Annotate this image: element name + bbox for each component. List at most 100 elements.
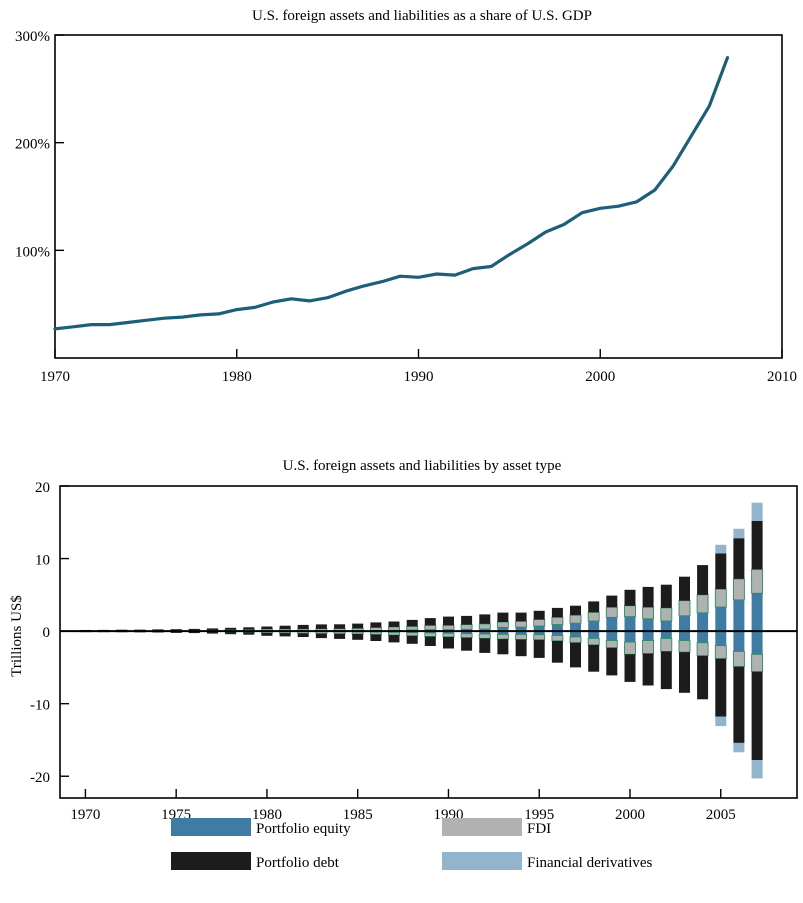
bar-liabilities-portfolio-debt (207, 632, 218, 634)
bar-liabilities-portfolio-equity (334, 631, 346, 632)
bar-assets-portfolio-debt (479, 614, 491, 624)
bar-assets-portfolio-debt (533, 610, 545, 620)
bar-liabilities-portfolio-equity (606, 631, 618, 641)
bar-liabilities-fdi (714, 645, 727, 660)
bar-liabilities-fdi (478, 633, 491, 639)
bar-liabilities-portfolio-debt (152, 631, 164, 633)
top-y-tick-label: 100% (15, 244, 50, 260)
bar-assets-portfolio-debt (225, 627, 237, 630)
bar-liabilities-portfolio-debt (679, 652, 690, 693)
bar-assets-fdi (714, 588, 727, 608)
bar-liabilities-portfolio-equity (170, 631, 182, 632)
bar-assets-portfolio-debt (443, 616, 454, 626)
bar-assets-fdi (533, 619, 546, 627)
legend-swatch-financial-derivatives (442, 852, 522, 870)
bar-liabilities-fdi (242, 630, 255, 633)
bar-liabilities-portfolio-debt (261, 632, 273, 636)
bar-assets-fdi (97, 629, 110, 632)
bar-assets-fdi (605, 606, 618, 618)
bar-assets-portfolio-equity (225, 630, 237, 632)
bar-liabilities-fdi (333, 631, 346, 635)
bar-assets-fdi (242, 628, 255, 632)
bar-assets-portfolio-equity (642, 618, 654, 632)
legend-swatch-portfolio-equity (171, 818, 251, 836)
bar-liabilities-portfolio-debt (170, 631, 182, 633)
bottom-x-tick-label: 1990 (433, 807, 463, 823)
bottom-x-tick-label: 1970 (70, 807, 100, 823)
bar-assets-portfolio-equity (751, 593, 763, 632)
bar-assets-portfolio-equity (334, 630, 346, 632)
bar-assets-portfolio-debt (188, 628, 200, 630)
bar-liabilities-portfolio-debt (406, 635, 418, 644)
bar-liabilities-fdi (224, 630, 237, 633)
top-series-layer (53, 55, 730, 331)
bar-liabilities-portfolio-debt (98, 631, 110, 632)
bar-liabilities-fdi (751, 653, 764, 673)
bar-assets-portfolio-debt (207, 628, 218, 630)
bar-assets-fdi (351, 627, 364, 632)
top-series-line (53, 55, 730, 331)
top-chart-title: U.S. foreign assets and liabilities as a… (252, 8, 592, 24)
bar-liabilities-portfolio-debt (116, 631, 128, 633)
bar-assets-portfolio-equity (370, 630, 382, 632)
legend-item-financial-derivatives: Financial derivatives (442, 852, 653, 871)
bar-liabilities-fdi (569, 636, 582, 644)
bottom-x-tick-label: 2000 (615, 807, 645, 823)
bar-liabilities-portfolio-debt (388, 635, 400, 643)
bar-assets-portfolio-equity (261, 630, 273, 632)
bar-assets-portfolio-debt (697, 565, 709, 595)
bar-liabilities-portfolio-debt (424, 636, 436, 646)
bar-assets-portfolio-debt (570, 605, 581, 616)
bottom-chart-title: U.S. foreign assets and liabilities by a… (283, 458, 562, 474)
bar-assets-fdi (751, 568, 764, 594)
bar-assets-portfolio-equity (570, 623, 581, 632)
bar-assets-portfolio-debt (733, 538, 745, 579)
bar-liabilities-fdi (315, 631, 328, 635)
bar-assets-portfolio-equity (697, 613, 709, 632)
bottom-y-tick-label: 20 (35, 480, 50, 496)
bar-assets-fdi (678, 600, 691, 617)
bar-assets-fdi (496, 621, 509, 628)
bar-liabilities-portfolio-debt (751, 671, 763, 761)
bar-liabilities-fdi (515, 633, 528, 640)
bar-assets-fdi (515, 620, 528, 628)
legend-swatch-portfolio-debt (171, 852, 251, 870)
bar-liabilities-portfolio-debt (606, 647, 618, 676)
top-plot-frame (54, 34, 783, 359)
bar-liabilities-financial-derivatives (751, 760, 763, 779)
bottom-bars-layer (79, 502, 764, 779)
bar-liabilities-fdi (188, 630, 201, 633)
bar-liabilities-portfolio-debt (533, 639, 545, 658)
bar-liabilities-portfolio-equity (406, 631, 418, 633)
bar-assets-portfolio-equity (551, 624, 563, 632)
bar-assets-portfolio-debt (642, 586, 654, 608)
bar-liabilities-portfolio-equity (116, 631, 128, 632)
bar-liabilities-portfolio-debt (443, 636, 454, 649)
bar-liabilities-portfolio-debt (334, 633, 346, 639)
bar-assets-fdi (315, 628, 328, 632)
bar-assets-portfolio-equity (461, 629, 473, 632)
bottom-y-tick-label: 10 (35, 553, 50, 569)
bottom-plot-frame (59, 485, 798, 799)
bar-liabilities-fdi (460, 633, 473, 639)
bar-liabilities-fdi (388, 631, 400, 636)
bar-liabilities-fdi (369, 631, 382, 635)
bar-assets-fdi (388, 626, 400, 631)
bar-assets-fdi (442, 624, 455, 631)
bar-liabilities-fdi (678, 640, 691, 653)
bar-assets-fdi (170, 629, 183, 632)
bottom-y-axis-label: Trillions US$ (9, 595, 25, 677)
bar-liabilities-fdi (605, 640, 618, 649)
bar-liabilities-portfolio-equity (660, 631, 672, 639)
bar-liabilities-fdi (97, 630, 110, 633)
bar-assets-fdi (333, 628, 346, 632)
bar-liabilities-portfolio-equity (515, 631, 527, 635)
top-chart: U.S. foreign assets and liabilities as a… (15, 8, 797, 385)
bar-assets-financial-derivatives (715, 544, 727, 554)
bar-assets-portfolio-equity (170, 631, 182, 632)
top-x-tick-label: 2010 (767, 369, 797, 385)
bar-assets-portfolio-debt (679, 576, 690, 601)
bar-assets-fdi (696, 594, 709, 614)
top-y-tick-label: 300% (15, 29, 50, 45)
